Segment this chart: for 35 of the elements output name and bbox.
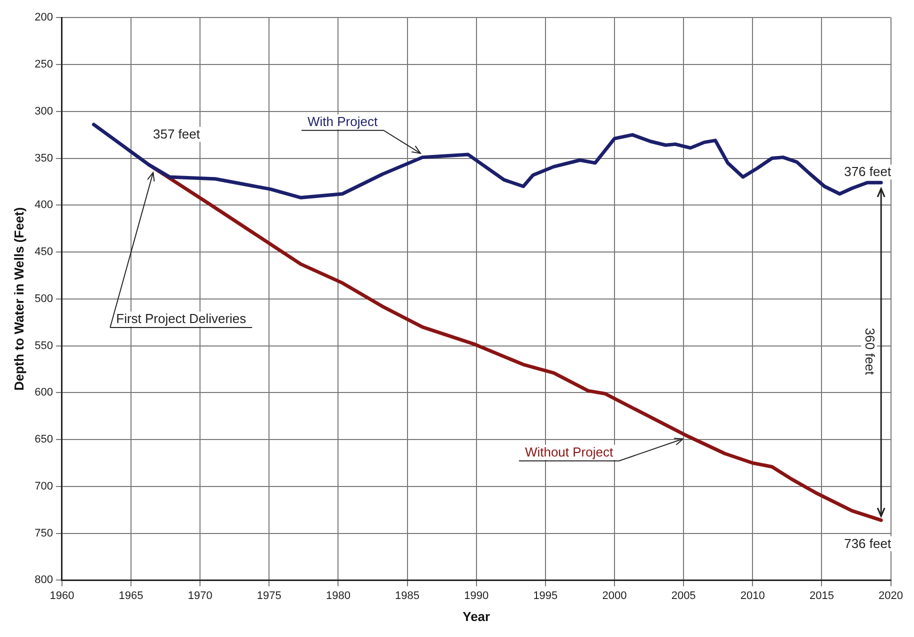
x-tick-label: 1990 bbox=[464, 590, 489, 602]
annotation: 357 feet bbox=[152, 126, 200, 142]
y-tick-label: 300 bbox=[34, 105, 53, 118]
x-tick-label: 1970 bbox=[188, 590, 212, 602]
text: With Project bbox=[307, 114, 378, 129]
y-tick-label: 400 bbox=[34, 199, 53, 212]
y-tick-label: 700 bbox=[34, 480, 53, 492]
x-tick-label: 1995 bbox=[533, 590, 558, 602]
y-tick-label: 450 bbox=[34, 246, 53, 258]
y-tick-label: 200 bbox=[34, 12, 53, 24]
x-tick-label: 1965 bbox=[118, 590, 144, 602]
y-tick-label: 550 bbox=[34, 340, 53, 352]
y-tick-label: 500 bbox=[34, 292, 53, 305]
x-tick-label: 1985 bbox=[395, 590, 420, 602]
x-axis-title: Year bbox=[462, 608, 490, 624]
annotation: 736 feet bbox=[844, 536, 892, 551]
y-tick-label: 750 bbox=[34, 527, 53, 540]
x-tick-label: 2020 bbox=[878, 590, 904, 602]
annotation: 360 feet bbox=[862, 328, 878, 376]
x-tick-label: 2010 bbox=[740, 590, 765, 602]
y-tick-label: 650 bbox=[34, 434, 53, 446]
y-tick-label: 350 bbox=[34, 152, 53, 164]
annotation: First Project Deliveries bbox=[116, 311, 247, 326]
x-tick-label: 1960 bbox=[50, 590, 74, 602]
x-tick-label: 2000 bbox=[602, 590, 627, 602]
annotation: 376 feet bbox=[844, 164, 892, 180]
x-tick-label: 2005 bbox=[671, 590, 696, 602]
y-tick-label: 600 bbox=[34, 386, 53, 399]
x-tick-label: 1975 bbox=[256, 590, 282, 602]
x-tick-label: 2015 bbox=[809, 590, 834, 602]
y-tick-label: 250 bbox=[34, 58, 53, 71]
y-axis-title: Depth to Water in Wells (Feet) bbox=[11, 207, 26, 391]
y-tick-label: 800 bbox=[34, 574, 53, 586]
text: Without Project bbox=[524, 444, 614, 460]
x-tick-label: 1980 bbox=[326, 590, 350, 602]
